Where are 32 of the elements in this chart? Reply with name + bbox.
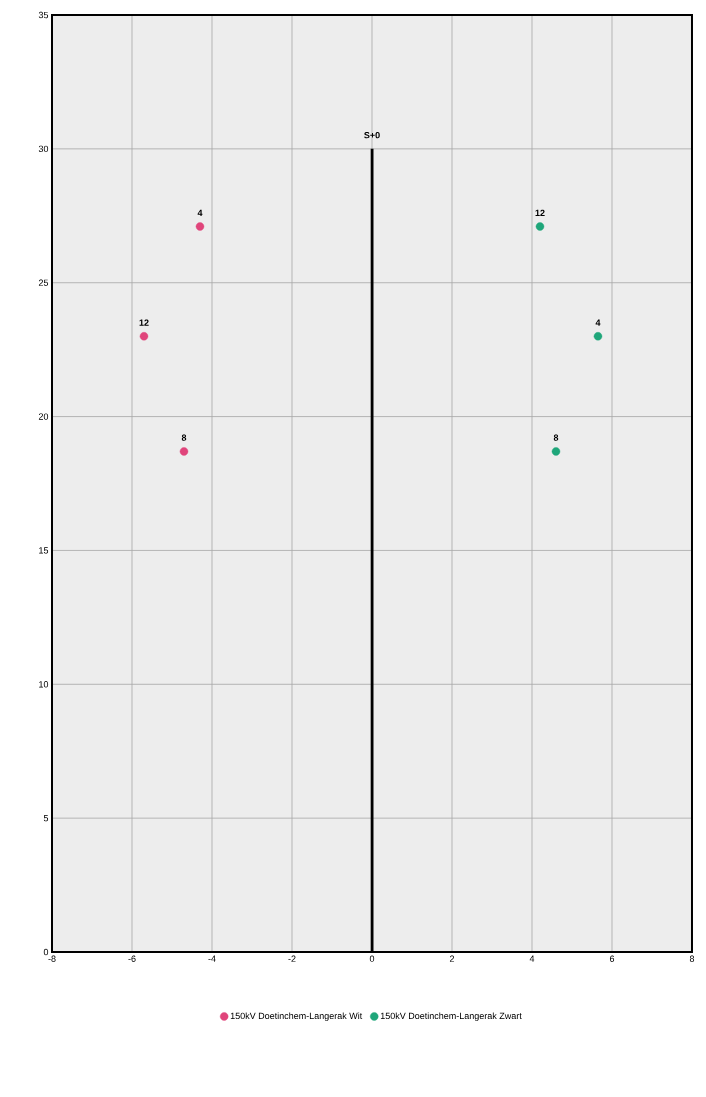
annotation: 8 [553,434,559,441]
x-tick-label: -8 [48,955,56,962]
point [179,447,189,456]
y-tick-label: 10 [39,681,49,688]
annotation: 12 [535,209,545,216]
x-tick-label: 2 [449,955,455,962]
point [551,447,561,456]
annotation: 4 [197,209,203,216]
point [139,332,149,341]
x-tick-label: 6 [609,955,615,962]
y-tick-label: 15 [39,547,49,554]
annotation: 4 [595,319,601,326]
y-tick-label: 35 [38,11,49,19]
x-tick-label: 0 [369,955,375,962]
y-tick-label: 0 [43,948,49,956]
y-tick-label: 5 [43,815,49,822]
x-tick-label: -2 [288,955,296,962]
point [195,222,205,231]
x-tick-label: -4 [208,955,216,962]
x-tick-label: 4 [529,955,535,962]
legend-label: 150kV Doetinchem-Langerak Wit [230,1012,363,1021]
annotation: 12 [139,319,149,326]
x-tick-label: -6 [128,955,136,962]
y-tick-label: 25 [38,279,49,286]
point [593,332,603,341]
legend-label: 150kV Doetinchem-Langerak Zwart [380,1012,522,1021]
point [535,222,545,231]
annotation: S+0 [364,131,380,139]
annotation: 8 [181,434,187,441]
y-tick-label: 20 [38,413,49,420]
x-tick-label: 8 [689,955,695,962]
y-tick-label: 30 [38,145,49,153]
